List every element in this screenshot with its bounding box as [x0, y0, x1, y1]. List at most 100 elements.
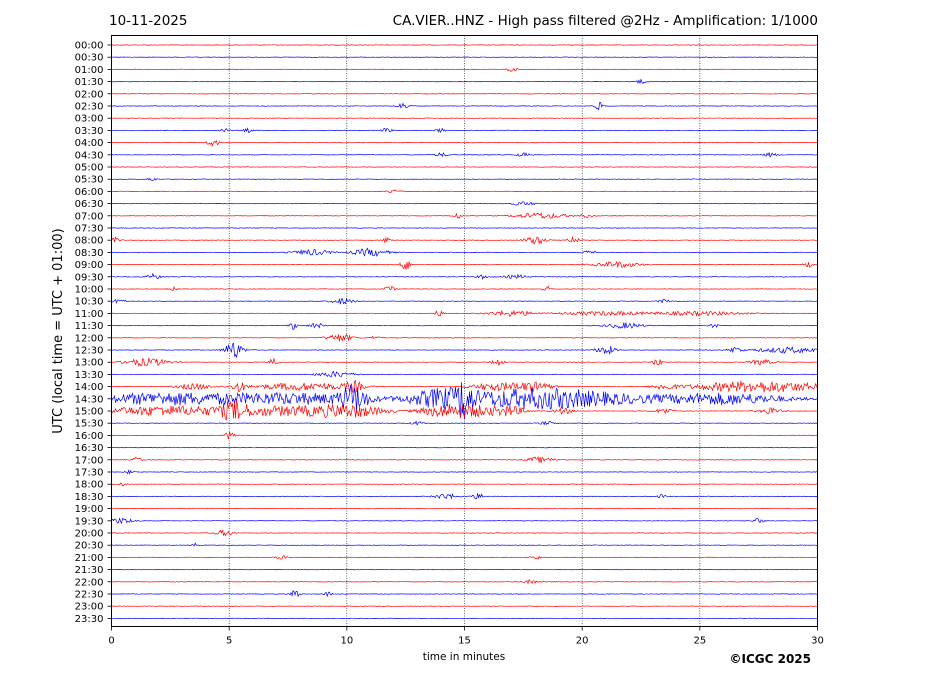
trace-1630: [111, 446, 818, 449]
y-tick-label: 16:00: [75, 431, 104, 442]
trace-0700: [111, 212, 818, 219]
trace-1230: [111, 342, 818, 358]
x-tick-label: 10: [340, 636, 353, 647]
trace-0630: [111, 201, 818, 206]
x-tick-label: 0: [108, 636, 114, 647]
trace-2230: [111, 590, 818, 598]
trace-1200: [111, 334, 818, 342]
y-tick-label: 04:00: [75, 138, 104, 149]
y-tick-label: 06:00: [75, 187, 104, 198]
trace-1830: [111, 493, 818, 500]
y-tick-label: 18:00: [75, 480, 104, 491]
trace-0930: [111, 272, 818, 281]
trace-0830: [111, 247, 818, 257]
y-tick-label: 16:30: [75, 443, 104, 454]
trace-1430: [111, 382, 818, 420]
y-tick-label: 17:30: [75, 468, 104, 479]
x-tick-label: 5: [226, 636, 232, 647]
y-tick-label: 00:30: [75, 53, 104, 64]
trace-1030: [111, 297, 818, 305]
y-tick-label: 23:30: [75, 614, 104, 625]
date-label: 10-11-2025: [109, 13, 187, 29]
y-tick-label: 22:30: [75, 590, 104, 601]
trace-0600: [111, 189, 818, 194]
trace-0530: [111, 177, 818, 181]
y-tick-label: 01:30: [75, 77, 104, 88]
y-tick-label: 19:30: [75, 516, 104, 527]
trace-0800: [111, 235, 818, 245]
y-tick-label: 05:30: [75, 175, 104, 186]
trace-0130: [111, 78, 818, 85]
y-tick-label: 13:30: [75, 370, 104, 381]
y-tick-label: 19:00: [75, 504, 104, 515]
y-tick-label: 21:00: [75, 553, 104, 564]
y-tick-label: 01:00: [75, 65, 104, 76]
y-tick-label: 10:30: [75, 297, 104, 308]
y-tick-label: 03:00: [75, 114, 104, 125]
y-tick-label: 02:00: [75, 89, 104, 100]
trace-2130: [111, 568, 818, 571]
trace-2100: [111, 555, 818, 560]
trace-0200: [111, 93, 818, 95]
trace-2300: [111, 605, 818, 607]
trace-1330: [111, 370, 818, 378]
trace-0430: [111, 151, 818, 158]
y-tick-label: 15:30: [75, 419, 104, 430]
y-tick-label: 10:00: [75, 285, 104, 296]
y-tick-label: 23:00: [75, 602, 104, 613]
y-tick-label: 20:30: [75, 541, 104, 552]
vertical-grid-lines: [228, 35, 701, 627]
y-tick-label: 05:00: [75, 163, 104, 174]
trace-0300: [111, 117, 818, 119]
y-tick-label: 14:00: [75, 382, 104, 393]
y-tick-label: 22:00: [75, 577, 104, 588]
trace-2030: [111, 542, 818, 547]
trace-0000: [111, 44, 818, 46]
trace-0900: [111, 260, 818, 270]
trace-1300: [111, 357, 818, 367]
y-tick-label: 20:00: [75, 529, 104, 540]
y-tick-label: 21:30: [75, 565, 104, 576]
trace-1730: [111, 469, 818, 475]
trace-2200: [111, 578, 818, 585]
seismic-traces: [111, 44, 818, 620]
trace-0230: [111, 102, 818, 111]
y-tick-label: 12:00: [75, 333, 104, 344]
y-tick-label: 07:00: [75, 211, 104, 222]
y-tick-label: 11:30: [75, 321, 104, 332]
y-tick-label: 09:30: [75, 272, 104, 283]
y-tick-label: 02:30: [75, 102, 104, 113]
trace-0400: [111, 139, 818, 147]
y-tick-label: 13:00: [75, 358, 104, 369]
x-axis-title: time in minutes: [423, 651, 505, 663]
x-tick-label: 25: [693, 636, 706, 647]
x-axis-ticks: 0 5 10 15 20 25 30: [108, 626, 824, 647]
trace-0330: [111, 127, 818, 134]
x-tick-label: 15: [458, 636, 471, 647]
trace-1600: [111, 431, 818, 440]
y-tick-label: 11:00: [75, 309, 104, 320]
trace-1700: [111, 456, 818, 464]
trace-0030: [111, 56, 818, 58]
x-tick-label: 30: [811, 636, 824, 647]
trace-2330: [111, 617, 818, 620]
trace-1930: [111, 517, 818, 525]
y-tick-label: 00:00: [75, 41, 104, 52]
trace-1130: [111, 322, 818, 331]
trace-1400: [111, 379, 818, 393]
copyright-label: ©ICGC 2025: [729, 652, 811, 666]
y-tick-label: 14:30: [75, 394, 104, 405]
x-tick-label: 20: [576, 636, 589, 647]
trace-1800: [111, 482, 818, 487]
trace-0100: [111, 67, 818, 73]
trace-1100: [111, 309, 818, 318]
trace-0500: [111, 166, 818, 168]
y-tick-label: 04:30: [75, 150, 104, 161]
trace-1500: [111, 400, 818, 421]
y-tick-label: 07:30: [75, 224, 104, 235]
chart-title: CA.VIER..HNZ - High pass filtered @2Hz -…: [393, 13, 818, 29]
trace-1530: [111, 420, 818, 426]
y-axis-title: UTC (local time = UTC + 01:00): [51, 228, 66, 433]
y-tick-label: 17:00: [75, 455, 104, 466]
